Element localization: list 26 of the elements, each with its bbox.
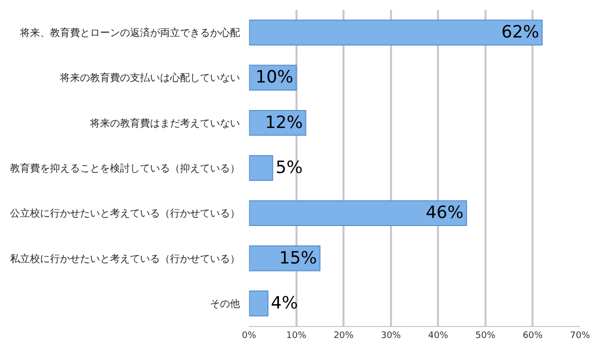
y-tick-label: 将来、教育費とローンの返済が両立できるか心配	[19, 27, 240, 40]
data-label: 12%	[264, 112, 303, 133]
x-tick-label: 30%	[380, 330, 402, 341]
x-tick-label: 20%	[334, 330, 354, 341]
y-tick-label: 将来の教育費はまだ考えていない	[89, 117, 240, 130]
data-label: 10%	[255, 68, 294, 88]
x-tick-label: 70%	[570, 330, 590, 341]
bar	[249, 155, 274, 181]
x-tick-label: 0%	[242, 330, 257, 341]
x-tick-label: 10%	[286, 330, 307, 341]
bar	[249, 200, 468, 226]
bar	[249, 20, 543, 46]
y-tick-label: 私立校に行かせたいと考えている（行かせている）	[10, 252, 240, 265]
y-tick-label: その他	[210, 298, 240, 310]
data-label: 46%	[426, 203, 464, 224]
y-tick-label: 公立校に行かせたいと考えている（行かせている）	[10, 208, 240, 220]
y-tick-label: 教育費を抑えることを検討している（抑えている）	[10, 162, 240, 174]
data-label: 15%	[279, 248, 317, 268]
x-tick-label: 50%	[475, 330, 496, 341]
x-tick-label: 40%	[428, 330, 449, 341]
y-tick-label: 将来の教育費の支払いは心配していない	[59, 72, 240, 84]
data-label: 5%	[276, 158, 303, 178]
data-label: 62%	[501, 22, 540, 43]
data-label: 4%	[270, 293, 298, 314]
x-tick-label: 60%	[522, 330, 544, 341]
bar	[249, 290, 268, 316]
